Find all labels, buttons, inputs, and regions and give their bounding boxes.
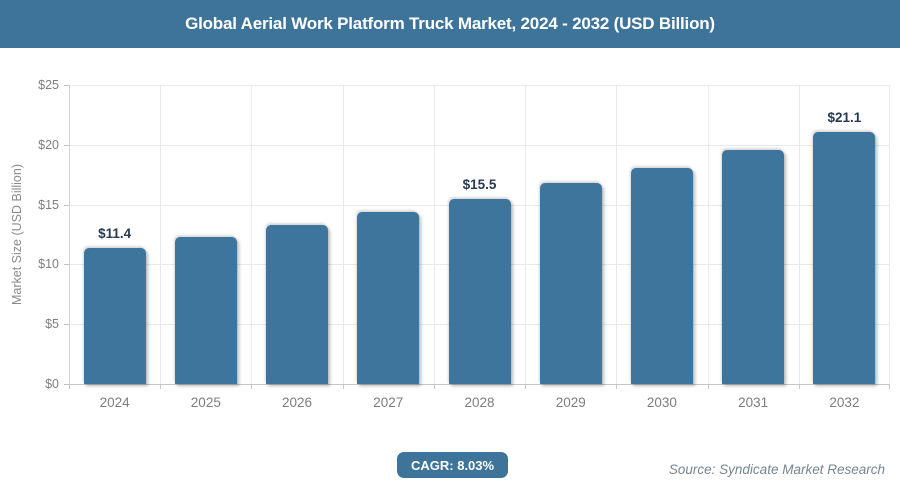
x-tick-label: 2031 — [738, 395, 769, 410]
x-axis-tick — [616, 384, 618, 389]
x-tick-label: 2025 — [190, 395, 221, 410]
x-axis-tick — [798, 384, 800, 389]
gridline-vertical — [525, 85, 527, 384]
chart-title-bar: Global Aerial Work Platform Truck Market… — [0, 0, 900, 48]
bar-2025 — [174, 236, 237, 384]
x-tick-label: 2029 — [555, 395, 586, 410]
y-tick-label: $0 — [45, 377, 59, 391]
x-axis-tick — [525, 384, 527, 389]
bar-2032 — [813, 131, 876, 384]
bar-2028 — [448, 198, 511, 384]
x-axis-tick — [251, 384, 253, 389]
y-axis-tick — [64, 144, 69, 146]
y-axis-tick — [64, 204, 69, 206]
y-tick-label: $15 — [38, 197, 59, 212]
gridline-vertical — [69, 85, 70, 384]
y-axis-tick — [64, 85, 69, 86]
gridline-vertical — [342, 85, 344, 384]
gridline-vertical — [889, 85, 890, 384]
gridline-vertical — [433, 85, 435, 384]
y-tick-label: $5 — [45, 317, 59, 332]
x-axis-tick — [433, 384, 435, 389]
y-tick-label: $25 — [38, 78, 59, 92]
gridline-horizontal — [69, 144, 890, 146]
x-tick-label: 2026 — [282, 395, 313, 410]
gridline-vertical — [798, 85, 800, 384]
chart-title: Global Aerial Work Platform Truck Market… — [185, 14, 715, 33]
gridline-horizontal — [69, 85, 890, 86]
source-attribution: Source: Syndicate Market Research — [668, 462, 885, 477]
y-tick-label: $10 — [38, 257, 59, 272]
x-tick-label: 2032 — [829, 395, 860, 410]
bar-value-label: $21.1 — [827, 109, 862, 125]
gridline-vertical — [251, 85, 253, 384]
x-axis-tick — [69, 384, 70, 389]
plot-area: $0 $5 $10 $15 $20 $25 $11.4 2024 2025 2026 2027 $15… — [38, 78, 890, 410]
y-tick-label: $20 — [38, 137, 59, 152]
cagr-badge: CAGR: 8.03% — [397, 452, 509, 478]
y-axis-tick — [64, 384, 69, 385]
bar-2031 — [722, 149, 785, 384]
x-axis-tick — [160, 384, 162, 389]
gridline-horizontal — [69, 384, 890, 385]
bar-2026 — [266, 224, 329, 384]
x-tick-label: 2030 — [646, 395, 677, 410]
bar-2030 — [630, 167, 693, 384]
x-axis-tick — [889, 384, 890, 389]
x-tick-label: 2027 — [373, 395, 404, 410]
gridline-vertical — [707, 85, 709, 384]
y-axis-tick — [64, 324, 69, 326]
y-axis-tick — [64, 264, 69, 266]
gridline-vertical — [616, 85, 618, 384]
bar-2029 — [539, 183, 602, 384]
gridline-vertical — [160, 85, 162, 384]
x-tick-label: 2028 — [464, 395, 495, 410]
x-axis-tick — [707, 384, 709, 389]
x-tick-label: 2024 — [99, 395, 130, 410]
x-axis-tick — [342, 384, 344, 389]
bar-value-label: $11.4 — [98, 225, 132, 241]
bar-2024 — [83, 247, 146, 384]
bar-value-label: $15.5 — [462, 176, 497, 192]
y-axis-title: Market Size (USD Billion) — [10, 164, 24, 306]
bar-2027 — [357, 211, 420, 384]
